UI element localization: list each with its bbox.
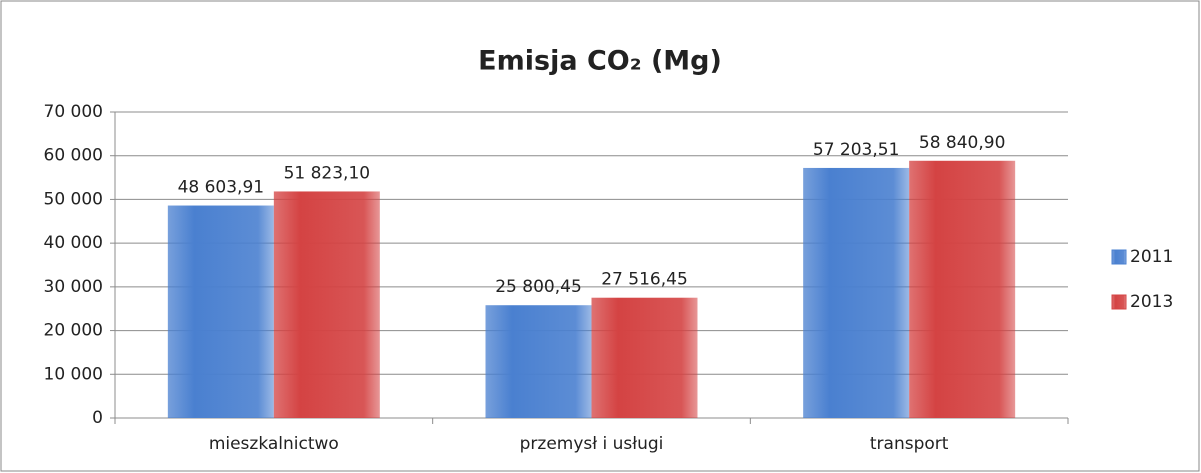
bar — [591, 297, 698, 418]
legend-label: 2013 — [1130, 292, 1173, 312]
value-label: 27 516,45 — [601, 270, 688, 290]
bar — [167, 205, 274, 418]
legend-swatch — [1111, 294, 1127, 310]
y-tick-label: 10 000 — [44, 364, 103, 384]
y-tick-label: 70 000 — [44, 102, 103, 122]
x-tick-label: transport — [870, 434, 949, 454]
x-tick-label: mieszkalnictwo — [209, 434, 339, 454]
y-tick-label: 60 000 — [44, 146, 103, 166]
value-label: 51 823,10 — [284, 163, 371, 183]
value-label: 57 203,51 — [813, 140, 900, 160]
y-tick-label: 50 000 — [44, 189, 103, 209]
y-tick-label: 20 000 — [44, 321, 103, 341]
chart-title: Emisja CO₂ (Mg) — [478, 46, 722, 77]
bar — [909, 160, 1016, 419]
x-tick-label: przemysł i usługi — [520, 434, 664, 454]
value-label: 58 840,90 — [919, 133, 1006, 153]
bar — [485, 305, 592, 418]
y-tick-label: 40 000 — [44, 233, 103, 253]
legend-label: 2011 — [1130, 247, 1173, 267]
y-tick-label: 30 000 — [44, 277, 103, 297]
y-tick-label: 0 — [92, 408, 103, 428]
legend-swatch — [1111, 249, 1127, 265]
bar — [803, 167, 910, 418]
value-label: 48 603,91 — [178, 178, 265, 198]
value-label: 25 800,45 — [495, 277, 582, 297]
bar — [273, 191, 380, 418]
